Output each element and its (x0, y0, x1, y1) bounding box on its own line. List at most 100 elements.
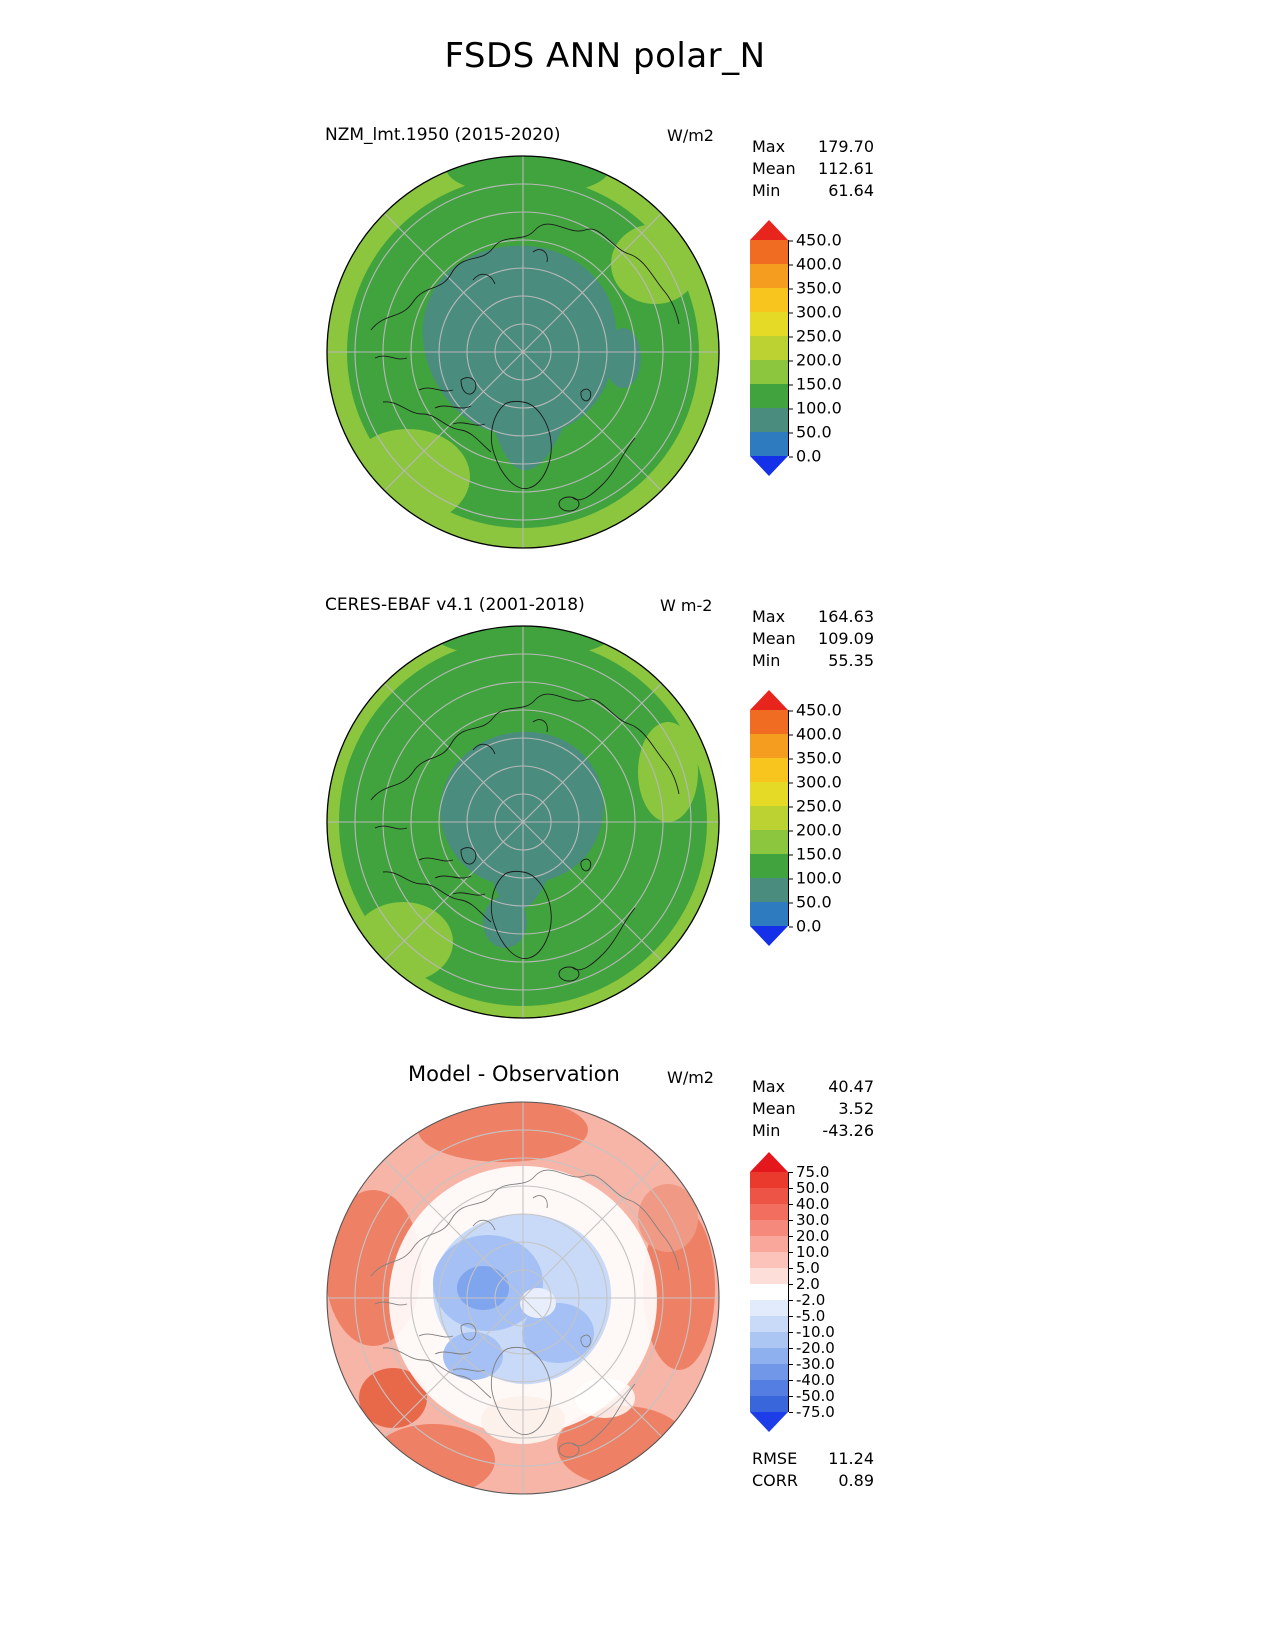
colorbar-tick: 150.0 (789, 845, 842, 864)
colorbar-bar (750, 1152, 788, 1432)
colorbar-bar (750, 690, 788, 946)
map-border (326, 1101, 720, 1495)
colorbar-axis (788, 710, 789, 926)
stat-row: Mean 112.61 (752, 158, 874, 180)
colorbar-tick: 30.0 (789, 1211, 829, 1229)
map-diff-pale-patch (520, 1288, 556, 1318)
stat-label: Min (752, 1121, 781, 1140)
map-border (326, 625, 720, 1019)
colorbar-axis (788, 240, 789, 456)
map-lowlat-patch (611, 224, 699, 304)
colorbar-tick: 2.0 (789, 1275, 820, 1293)
map-green-patch (446, 156, 610, 196)
coastlines (370, 223, 680, 512)
stat-label: RMSE (752, 1449, 798, 1468)
colorbar-tick: 450.0 (789, 231, 842, 250)
stat-label: Mean (752, 159, 796, 178)
stat-row: Mean 3.52 (752, 1098, 874, 1120)
colorbar-tick: 40.0 (789, 1195, 829, 1213)
colorbar-tick: 250.0 (789, 327, 842, 346)
stat-value: 11.24 (828, 1449, 874, 1468)
map-teal-patch (483, 896, 527, 948)
colorbar-tick: -2.0 (789, 1291, 825, 1309)
stat-label: Mean (752, 1099, 796, 1118)
panel-model-stats: Max 179.70 Mean 112.61 Min 61.64 (752, 136, 874, 202)
stat-label: Max (752, 607, 786, 626)
stat-row: Max 179.70 (752, 136, 874, 158)
map-diff-red-patch (359, 1368, 427, 1428)
colorbar-tick: -20.0 (789, 1339, 835, 1357)
map-lowlat-patch (638, 722, 698, 822)
colorbar-diff: 75.0 50.0 40.0 30.0 20.0 10.0 5.0 2.0 -2.0 -5.0 -1… (750, 1152, 835, 1432)
panel-diff-units: W/m2 (667, 1068, 714, 1087)
stat-row: RMSE 11.24 (752, 1448, 874, 1470)
footer-stats: RMSE 11.24 CORR 0.89 (752, 1448, 874, 1492)
colorbar-tick: 350.0 (789, 749, 842, 768)
map-border (326, 155, 720, 549)
colorbar-tick: 20.0 (789, 1227, 829, 1245)
colorbar-tick: -50.0 (789, 1387, 835, 1405)
colorbar-tick: 100.0 (789, 869, 842, 888)
colorbar-tick: 5.0 (789, 1259, 820, 1277)
colorbar-tick: 400.0 (789, 255, 842, 274)
stat-label: Min (752, 651, 781, 670)
stat-label: Max (752, 137, 786, 156)
stat-row: Max 40.47 (752, 1076, 874, 1098)
colorbar-tick: 100.0 (789, 399, 842, 418)
colorbar-tick: 200.0 (789, 821, 842, 840)
colorbar-tick: -75.0 (789, 1403, 835, 1421)
stat-label: Max (752, 1077, 786, 1096)
colorbar-tick: -30.0 (789, 1355, 835, 1373)
map-diff-red-patch (418, 1102, 588, 1162)
colorbar-tick: 50.0 (789, 893, 832, 912)
stat-value: 109.09 (818, 629, 874, 648)
colorbar-tick: 0.0 (789, 447, 821, 466)
panel-model-units: W/m2 (667, 126, 714, 145)
stat-row: Min 61.64 (752, 180, 874, 202)
colorbar-obs: 450.0 400.0 350.0 300.0 250.0 200.0 150.0 100.0… (750, 690, 842, 946)
colorbar-tick: 250.0 (789, 797, 842, 816)
colorbar-tick: 50.0 (789, 1179, 829, 1197)
map-diff-red-patch (371, 1424, 495, 1494)
stat-value: 164.63 (818, 607, 874, 626)
map-diff (326, 1101, 720, 1495)
colorbar-tick: 50.0 (789, 423, 832, 442)
stat-row: Min 55.35 (752, 650, 874, 672)
colorbar-tick: 150.0 (789, 375, 842, 394)
map-teal-patch (605, 328, 641, 388)
stat-row: Max 164.63 (752, 606, 874, 628)
stat-value: 112.61 (818, 159, 874, 178)
stat-label: Min (752, 181, 781, 200)
colorbar-tick: -40.0 (789, 1371, 835, 1389)
map-diff-blue-patch (457, 1266, 509, 1310)
map-obs (326, 625, 720, 1019)
colorbar-tick: 10.0 (789, 1243, 829, 1261)
coastlines (370, 1169, 680, 1458)
colorbar-tick: 350.0 (789, 279, 842, 298)
stat-label: Mean (752, 629, 796, 648)
stat-value: 179.70 (818, 137, 874, 156)
stat-value: 40.47 (828, 1077, 874, 1096)
colorbar-tick: 75.0 (789, 1163, 829, 1181)
graticule (327, 156, 719, 548)
stat-value: -43.26 (822, 1121, 874, 1140)
map-model (326, 155, 720, 549)
colorbar-tick: 450.0 (789, 701, 842, 720)
panel-obs-units: W m-2 (660, 596, 713, 615)
page-title: FSDS ANN polar_N (444, 36, 766, 76)
stat-value: 3.52 (838, 1099, 874, 1118)
colorbar-model: 450.0 400.0 350.0 300.0 250.0 200.0 150.0 100.0… (750, 220, 842, 476)
stat-value: 0.89 (838, 1471, 874, 1490)
colorbar-tick: 200.0 (789, 351, 842, 370)
panel-obs-stats: Max 164.63 Mean 109.09 Min 55.35 (752, 606, 874, 672)
stat-row: Min -43.26 (752, 1120, 874, 1142)
graticule (327, 626, 719, 1018)
map-diff-blue-patch (443, 1332, 503, 1380)
graticule (327, 1102, 719, 1494)
colorbar-bar (750, 220, 788, 476)
coastlines (370, 693, 680, 982)
stat-row: Mean 109.09 (752, 628, 874, 650)
colorbar-tick: 400.0 (789, 725, 842, 744)
panel-model-title: NZM_lmt.1950 (2015-2020) (325, 125, 561, 145)
